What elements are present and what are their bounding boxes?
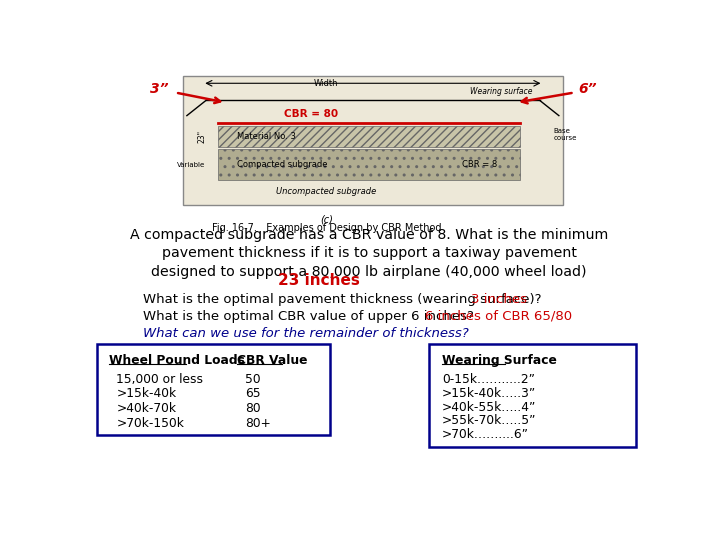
Text: A compacted subgrade has a CBR value of 8. What is the minimum
pavement thicknes: A compacted subgrade has a CBR value of … bbox=[130, 228, 608, 279]
Text: 50: 50 bbox=[245, 373, 261, 386]
Text: 65: 65 bbox=[245, 387, 261, 401]
Text: 15,000 or less: 15,000 or less bbox=[117, 373, 203, 386]
Text: CBR Value: CBR Value bbox=[238, 354, 307, 367]
Text: CBR = 8: CBR = 8 bbox=[462, 160, 498, 169]
FancyBboxPatch shape bbox=[218, 148, 520, 180]
Text: >70k-150k: >70k-150k bbox=[117, 417, 184, 430]
FancyBboxPatch shape bbox=[218, 126, 520, 147]
Text: CBR = 80: CBR = 80 bbox=[284, 110, 338, 119]
FancyBboxPatch shape bbox=[428, 345, 636, 448]
Text: Wheel Pound Loads: Wheel Pound Loads bbox=[109, 354, 245, 367]
Text: >55k-70k…..5”: >55k-70k…..5” bbox=[442, 414, 536, 427]
Text: Base
course: Base course bbox=[554, 129, 577, 141]
Text: What is the optimal CBR value of upper 6 inches?: What is the optimal CBR value of upper 6… bbox=[143, 309, 474, 323]
Text: 23": 23" bbox=[198, 130, 207, 143]
Text: Uncompacted subgrade: Uncompacted subgrade bbox=[276, 187, 377, 195]
Text: >15k-40k…..3”: >15k-40k…..3” bbox=[442, 387, 536, 400]
Text: 80+: 80+ bbox=[245, 417, 271, 430]
Text: (c): (c) bbox=[320, 214, 333, 224]
Text: Wearing surface: Wearing surface bbox=[469, 87, 532, 96]
FancyBboxPatch shape bbox=[183, 76, 563, 205]
FancyBboxPatch shape bbox=[97, 345, 330, 435]
Text: Variable: Variable bbox=[176, 161, 205, 167]
Text: 80: 80 bbox=[245, 402, 261, 415]
Text: 6 inches of CBR 65/80: 6 inches of CBR 65/80 bbox=[425, 309, 572, 323]
Text: >40k-70k: >40k-70k bbox=[117, 402, 176, 415]
Text: What is the optimal pavement thickness (wearing surface)?: What is the optimal pavement thickness (… bbox=[143, 293, 541, 306]
Text: >40k-55k…..4”: >40k-55k…..4” bbox=[442, 401, 536, 414]
Text: >70k……....6”: >70k……....6” bbox=[442, 428, 529, 441]
Text: >15k-40k: >15k-40k bbox=[117, 387, 176, 401]
Text: What can we use for the remainder of thickness?: What can we use for the remainder of thi… bbox=[143, 327, 469, 340]
Text: Fig. 16-7.   Examples of Design by CBR Method: Fig. 16-7. Examples of Design by CBR Met… bbox=[212, 224, 441, 233]
Text: 3 inches: 3 inches bbox=[472, 293, 527, 306]
Text: Material No. 3: Material No. 3 bbox=[238, 132, 296, 141]
Text: Width: Width bbox=[314, 79, 338, 87]
Text: 6”: 6” bbox=[578, 83, 597, 97]
Text: 3”: 3” bbox=[150, 83, 169, 97]
Text: 0-15k…….....2”: 0-15k…….....2” bbox=[442, 373, 535, 386]
Text: Wearing Surface: Wearing Surface bbox=[442, 354, 557, 367]
Text: Compacted subgrade: Compacted subgrade bbox=[238, 160, 328, 169]
Text: 23 inches: 23 inches bbox=[278, 273, 359, 288]
